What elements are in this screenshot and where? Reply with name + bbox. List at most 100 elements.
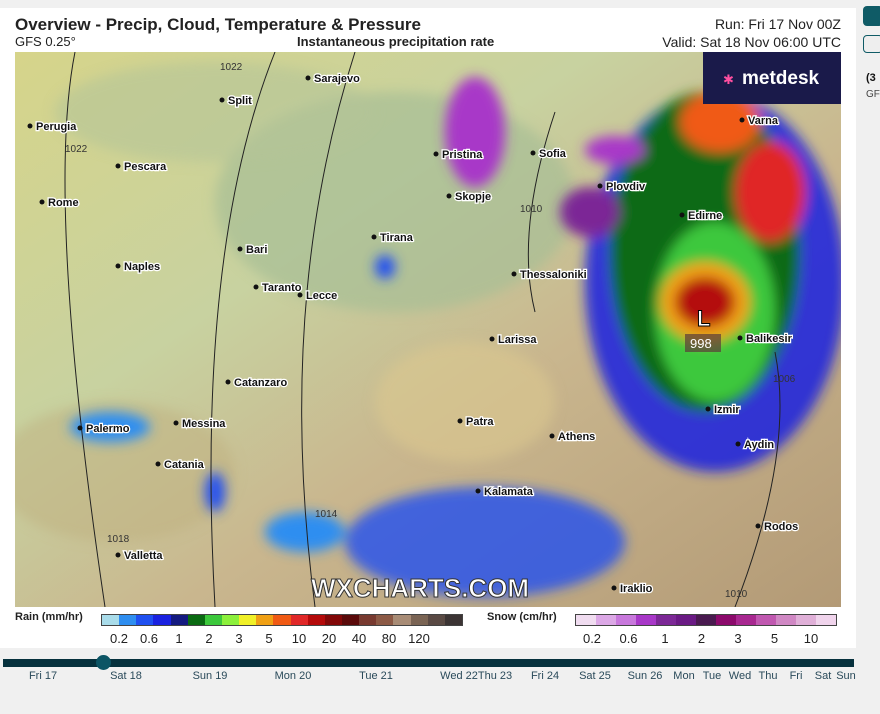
color-swatch <box>324 615 342 625</box>
color-swatch <box>359 615 377 625</box>
timeline-day[interactable]: Mon <box>673 670 695 682</box>
color-swatch <box>102 615 120 625</box>
color-swatch <box>716 615 736 625</box>
city-marker <box>237 246 243 252</box>
timeline-day[interactable]: Wed <box>728 670 752 682</box>
legend-tick: 5 <box>770 631 779 646</box>
weather-map[interactable]: 1022 1022 1010 1014 1018 1006 1010 Perug… <box>15 52 841 607</box>
legend-tick: 0.6 <box>139 631 159 646</box>
city-label: Pescara <box>124 161 167 173</box>
timeline-day[interactable]: Fri <box>789 670 803 682</box>
color-swatch <box>153 615 171 625</box>
legend-tick: 0.2 <box>582 631 602 646</box>
color-swatch <box>239 615 257 625</box>
color-swatch <box>410 615 428 625</box>
city-marker <box>173 420 179 426</box>
timeline-day[interactable]: Thu <box>758 670 778 682</box>
legend-tick: 40 <box>351 631 367 646</box>
legend-tick: 20 <box>321 631 337 646</box>
isobar-label: 1010 <box>725 589 748 600</box>
timeline-day[interactable]: Sun 26 <box>627 670 663 682</box>
legend-tick: 10 <box>291 631 307 646</box>
timeline-day[interactable]: Sat <box>814 670 832 682</box>
timeline-day[interactable]: Sat 25 <box>579 670 611 682</box>
side-button-secondary[interactable] <box>863 35 880 53</box>
city-marker <box>253 284 259 290</box>
color-swatch <box>736 615 756 625</box>
color-swatch <box>616 615 636 625</box>
color-swatch <box>656 615 676 625</box>
color-swatch <box>136 615 154 625</box>
legend-tick: 1 <box>175 631 183 646</box>
city-marker <box>735 441 741 447</box>
city-label: Edirne <box>688 210 722 222</box>
color-swatch <box>576 615 596 625</box>
city-label: Sarajevo <box>314 73 360 85</box>
city-marker <box>755 523 761 529</box>
city-marker <box>679 212 685 218</box>
timeline-day[interactable]: Tue 21 <box>359 670 393 682</box>
side-text: (3 <box>866 72 876 84</box>
city-label: Iraklio <box>620 583 653 595</box>
color-swatch <box>796 615 816 625</box>
timeline-thumb[interactable] <box>96 655 111 670</box>
color-swatch <box>187 615 205 625</box>
isobar-label: 1010 <box>520 204 543 215</box>
legend-tick: 10 <box>803 631 819 646</box>
city-label: Perugia <box>36 121 77 133</box>
timeline-day[interactable]: Wed 22 <box>440 670 478 682</box>
city-marker <box>597 183 603 189</box>
city-label: Messina <box>182 418 226 430</box>
city-label: Catanzaro <box>234 377 287 389</box>
timeline-day[interactable]: Mon 20 <box>274 670 312 682</box>
city-marker <box>27 123 33 129</box>
timeline-day[interactable]: Sun 19 <box>192 670 228 682</box>
timeline-day[interactable]: Fri 17 <box>28 670 58 682</box>
city-marker <box>457 418 463 424</box>
run-label: Run: Fri 17 Nov 00Z <box>714 16 841 32</box>
valid-label: Valid: Sat 18 Nov 06:00 UTC <box>662 34 841 50</box>
legend-tick: 80 <box>381 631 397 646</box>
timeline-day[interactable]: Sun <box>836 670 856 682</box>
city-label: Larissa <box>498 334 537 346</box>
timeline-day[interactable]: Sat 18 <box>110 670 142 682</box>
color-swatch <box>376 615 394 625</box>
city-marker <box>705 406 711 412</box>
city-label: Catania <box>164 459 205 471</box>
isobar-label: 1022 <box>65 144 88 155</box>
timeline-day[interactable]: Fri 24 <box>530 670 560 682</box>
city-marker <box>489 336 495 342</box>
color-swatch <box>776 615 796 625</box>
city-label: Split <box>228 95 252 107</box>
parameter-label: Instantaneous precipitation rate <box>297 34 495 49</box>
color-swatch <box>427 615 445 625</box>
timeline-day[interactable]: Thu 23 <box>477 670 513 682</box>
color-swatch <box>756 615 776 625</box>
city-marker <box>611 585 617 591</box>
low-pressure-value: 998 <box>690 336 712 351</box>
legend-tick: 1 <box>661 631 669 646</box>
legend-tick: 3 <box>235 631 243 646</box>
city-label: Rome <box>48 197 79 209</box>
metdesk-logo-icon: ✱ <box>723 72 734 87</box>
city-label: Pristina <box>442 149 483 161</box>
city-label: Rodos <box>764 521 798 533</box>
metdesk-logo-box <box>703 52 841 104</box>
color-swatch <box>204 615 222 625</box>
isobar-label: 1014 <box>315 509 338 520</box>
timeline-slider[interactable] <box>3 659 854 667</box>
metdesk-logo: metdesk <box>742 68 820 89</box>
legend-tick: 2 <box>697 631 706 646</box>
city-marker <box>115 263 121 269</box>
city-label: Naples <box>124 261 160 273</box>
city-marker <box>737 335 743 341</box>
timeline-day[interactable]: Tue <box>702 670 722 682</box>
side-button-primary[interactable] <box>863 6 880 26</box>
precip-layer <box>70 77 841 597</box>
color-swatch <box>696 615 716 625</box>
city-marker <box>115 552 121 558</box>
color-swatch <box>816 615 836 625</box>
city-marker <box>155 461 161 467</box>
city-label: Taranto <box>262 282 302 294</box>
color-swatch <box>636 615 656 625</box>
